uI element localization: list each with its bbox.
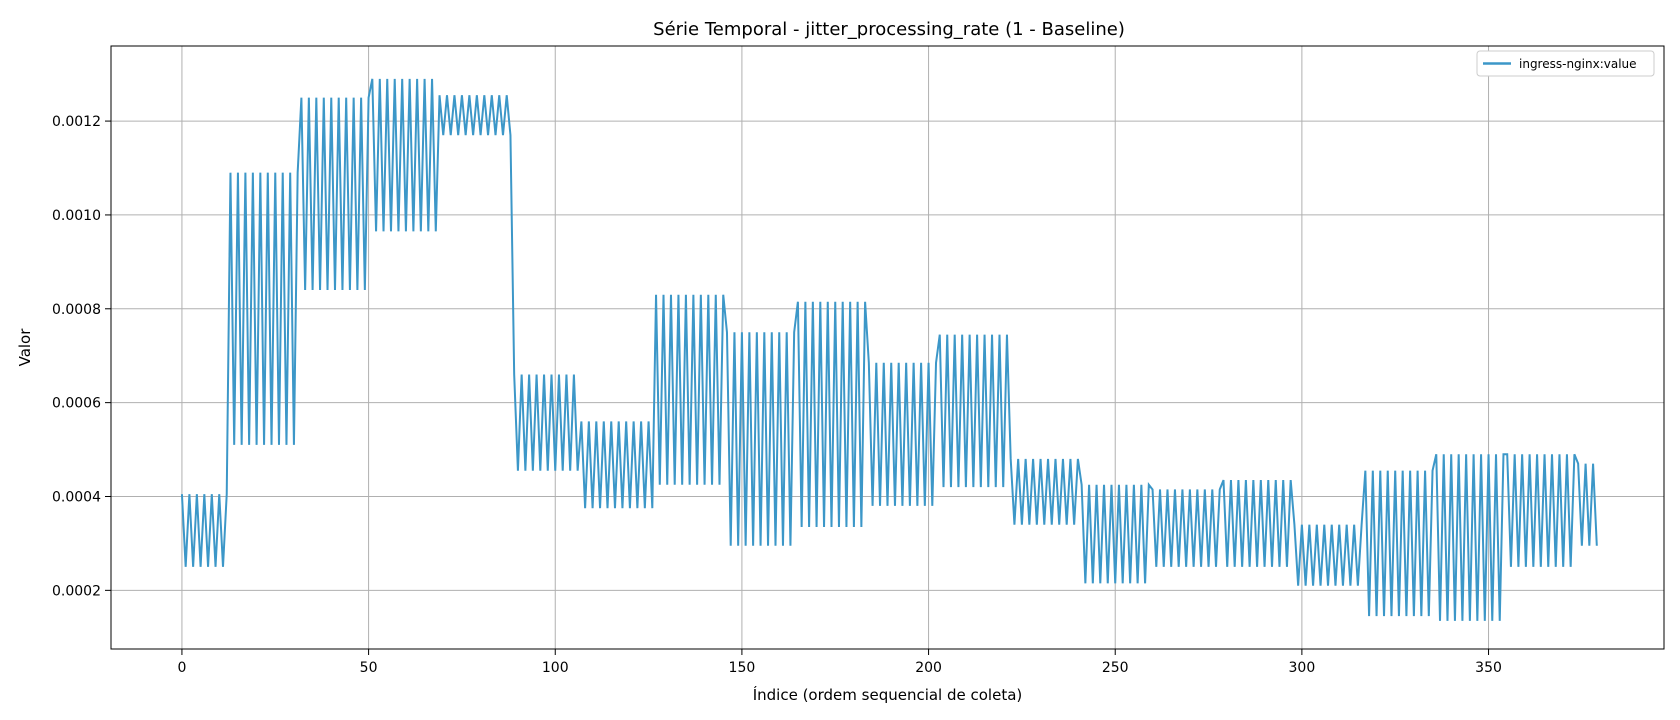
plot-frame	[110, 45, 1665, 650]
x-tick-label: 200	[915, 660, 942, 676]
y-tick-label: 0.0012	[52, 114, 101, 130]
x-tick-label: 150	[729, 660, 756, 676]
y-tick-label: 0.0010	[52, 208, 101, 224]
chart-title: Série Temporal - jitter_processing_rate …	[653, 19, 1125, 40]
x-tick-label: 100	[542, 660, 569, 676]
y-axis: 0.0002 0.0004 0.0006 0.0008 0.0010 0.0012	[52, 114, 111, 599]
legend-label: ingress-nginx:value	[1519, 57, 1637, 71]
x-tick-label: 300	[1289, 660, 1316, 676]
legend-box	[1476, 50, 1655, 77]
y-tick-label: 0.0006	[52, 396, 101, 412]
series-line-ingress-nginx	[180, 78, 1598, 621]
y-tick-label: 0.0002	[52, 583, 101, 599]
legend: ingress-nginx:value	[1476, 50, 1655, 77]
x-axis: 0 50 100 150 200 250 300 350	[177, 649, 1502, 676]
x-tick-label: 250	[1102, 660, 1129, 676]
plot-area	[180, 78, 1598, 621]
y-axis-label: Valor	[16, 328, 34, 367]
x-tick-label: 50	[360, 660, 378, 676]
y-tick-label: 0.0008	[52, 302, 101, 318]
x-tick-label: 0	[177, 660, 186, 676]
y-tick-label: 0.0004	[52, 489, 101, 505]
x-axis-label: Índice (ordem sequencial de coleta)	[753, 685, 1023, 704]
x-tick-label: 350	[1475, 660, 1502, 676]
